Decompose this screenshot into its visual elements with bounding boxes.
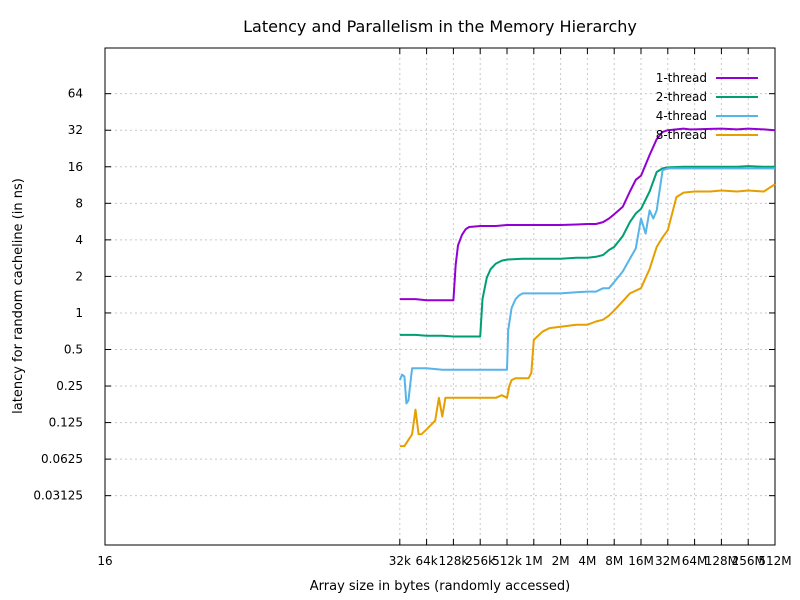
plot-frame [104,47,776,546]
x-tick-label: 32M [655,554,681,568]
x-tick-label: 256M [732,554,765,568]
series-lines [398,127,776,448]
x-tick-label: 32k [389,554,411,568]
series-line-4-thread [398,167,775,405]
series-line-8-thread [399,183,776,448]
legend: 1-thread 2-thread 4-thread 8-thread [656,71,758,142]
x-tick-label: 256k [465,554,495,568]
legend-label: 2-thread [656,90,707,104]
legend-label: 8-thread [656,128,707,142]
x-tick-label: 8M [605,554,623,568]
y-tick-label: 0.25 [56,379,83,393]
x-tick-label: 16M [628,554,654,568]
y-tick-label: 1 [75,306,83,320]
chart-title: Latency and Parallelism in the Memory Hi… [243,17,637,36]
x-axis-title: Array size in bytes (randomly accessed) [310,579,570,594]
x-tick-label: 512k [492,554,522,568]
y-tick-label: 4 [75,233,83,247]
y-tick-label: 8 [75,196,83,210]
y-tick-label: 0.0625 [41,452,83,466]
x-tick-label: 128k [438,554,468,568]
y-tick-label: 32 [68,123,83,137]
y-tick-label: 0.03125 [33,489,83,503]
y-tick-label: 0.125 [49,416,83,430]
y-tick-label: 16 [68,160,83,174]
x-tick-label: 4M [578,554,596,568]
y-tick-label: 64 [68,87,83,101]
y-axis: 0.03125 0.0625 0.125 0.25 0.5 1 2 4 8 16 32 64 [33,87,775,503]
x-tick-label: 2M [552,554,570,568]
legend-label: 1-thread [656,71,707,85]
x-tick-label: 128M [705,554,738,568]
y-tick-label: 0.5 [64,342,83,356]
x-tick-label: 16 [97,554,112,568]
x-tick-label: 1M [525,554,543,568]
x-tick-label: 512M [758,554,791,568]
x-tick-label: 64M [682,554,708,568]
y-tick-label: 2 [75,269,83,283]
y-axis-title: latency for random cacheline (in ns) [11,178,26,414]
x-tick-label: 64k [415,554,437,568]
series-line-2-thread [399,165,775,338]
legend-label: 4-thread [656,109,707,123]
series-line-1-thread [399,127,776,302]
grid [105,48,775,545]
